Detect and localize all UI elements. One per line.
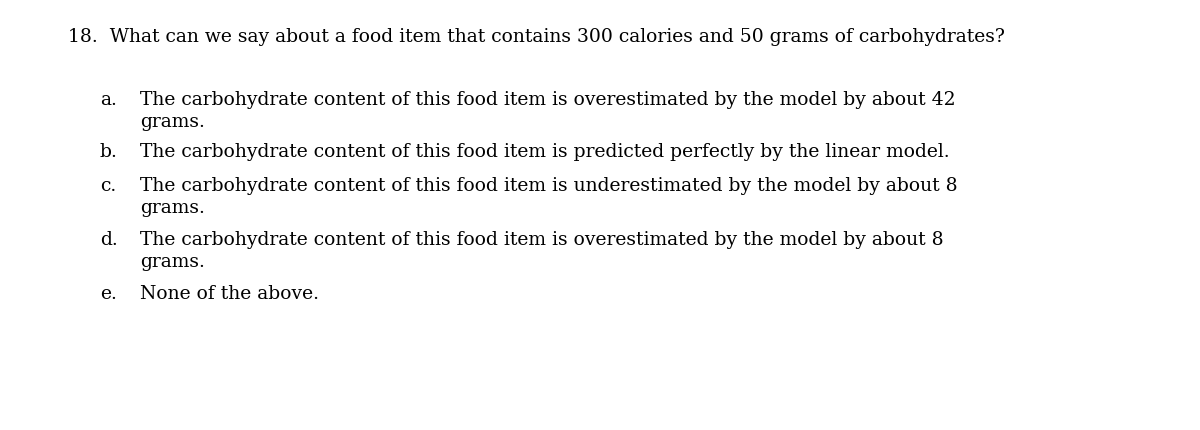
Text: grams.: grams. (140, 113, 205, 131)
Text: e.: e. (100, 284, 116, 302)
Text: grams.: grams. (140, 252, 205, 270)
Text: The carbohydrate content of this food item is overestimated by the model by abou: The carbohydrate content of this food it… (140, 91, 955, 109)
Text: d.: d. (100, 230, 118, 249)
Text: The carbohydrate content of this food item is underestimated by the model by abo: The carbohydrate content of this food it… (140, 177, 958, 194)
Text: grams.: grams. (140, 199, 205, 216)
Text: a.: a. (100, 91, 116, 109)
Text: The carbohydrate content of this food item is overestimated by the model by abou: The carbohydrate content of this food it… (140, 230, 943, 249)
Text: 18.  What can we say about a food item that contains 300 calories and 50 grams o: 18. What can we say about a food item th… (68, 28, 1004, 46)
Text: b.: b. (100, 143, 118, 161)
Text: The carbohydrate content of this food item is predicted perfectly by the linear : The carbohydrate content of this food it… (140, 143, 949, 161)
Text: None of the above.: None of the above. (140, 284, 319, 302)
Text: c.: c. (100, 177, 116, 194)
